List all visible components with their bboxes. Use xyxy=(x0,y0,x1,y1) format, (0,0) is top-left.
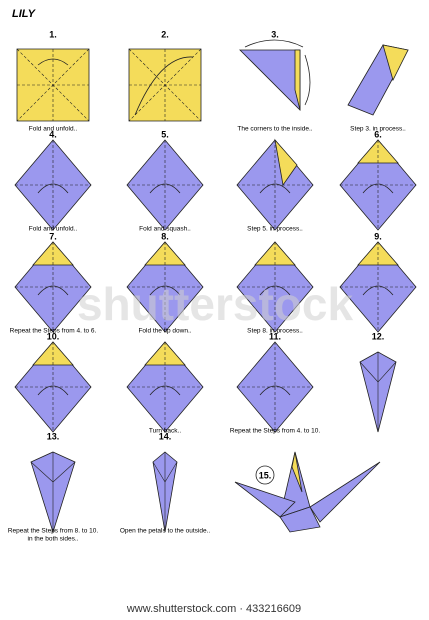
title: LILY xyxy=(12,8,37,20)
step: Step 3. in process.. xyxy=(347,44,409,133)
step-number: 8. xyxy=(161,231,169,241)
step-caption: Open the petals to the outside.. xyxy=(120,528,211,535)
arrow xyxy=(37,285,69,296)
step-caption: Repeat the Steps from 4. to 10. xyxy=(230,428,321,435)
step: 3. The corners to the inside.. xyxy=(237,29,312,132)
arrow xyxy=(362,285,394,296)
arrow xyxy=(304,54,311,106)
arrow xyxy=(259,385,291,396)
fold-line xyxy=(52,461,76,483)
step-caption: The corners to the inside.. xyxy=(237,126,312,133)
arrow xyxy=(149,183,181,194)
step-number: 7. xyxy=(49,231,57,241)
step-caption: Repeat the Steps from 8. to 10. xyxy=(8,528,99,535)
step: 9. xyxy=(339,231,417,333)
step-number: 10. xyxy=(47,331,60,341)
step-caption: Step 3. in process.. xyxy=(350,126,406,133)
fold-line xyxy=(164,461,178,483)
step-caption: Step 8. in process.. xyxy=(247,328,303,335)
step-caption: Repeat the Steps from 4. to 6. xyxy=(10,328,97,335)
step: 2. xyxy=(128,29,202,122)
step: Step 8. in process.. xyxy=(236,241,314,335)
step: 5. Fold and squash.. xyxy=(126,129,204,233)
paper xyxy=(309,461,381,523)
arrow xyxy=(37,58,69,66)
fold-line xyxy=(359,361,379,383)
step-number: 11. xyxy=(269,331,281,341)
step: 4.Fold and unfold.. xyxy=(14,129,92,233)
step: 14. Open the petals to the outside.. xyxy=(120,431,211,534)
fold-line xyxy=(30,461,54,483)
paper xyxy=(279,506,321,533)
step-number: 3. xyxy=(271,29,279,39)
arrow xyxy=(149,385,181,396)
arrow xyxy=(259,183,291,194)
paper xyxy=(291,451,303,493)
step-number: 12. xyxy=(372,331,385,341)
paper xyxy=(239,49,301,111)
arrow xyxy=(37,385,69,396)
step: Turn back.. xyxy=(126,341,204,435)
step-number: 13. xyxy=(47,431,60,441)
step-caption: Step 5. in process.. xyxy=(247,226,303,233)
step-number: 15. xyxy=(259,470,272,480)
paper xyxy=(382,44,409,82)
watermark: shutterstock xyxy=(77,278,353,330)
step: 13. Repeat the Steps from 8. to 10.in the… xyxy=(8,431,99,542)
step-number: 6. xyxy=(374,129,382,139)
step-number: 1. xyxy=(49,29,57,39)
step: 10. xyxy=(14,331,92,433)
step-caption: Fold the tip down.. xyxy=(138,328,191,335)
step: 11. Repeat the Steps from 4. to 10. xyxy=(230,331,321,434)
fold-line xyxy=(152,461,166,483)
arrow xyxy=(134,56,194,116)
step-number: 5. xyxy=(161,129,169,139)
step-number: 9. xyxy=(374,231,382,241)
footer: www.shutterstock.com · 433216609 xyxy=(126,603,301,615)
arrow xyxy=(259,285,291,296)
step: 15. xyxy=(234,451,381,533)
step-caption: Fold and unfold.. xyxy=(29,226,78,233)
step: Step 5. in process.. xyxy=(236,138,314,233)
fold-line xyxy=(377,361,397,383)
step: 1. Fold and unfold.. xyxy=(16,29,90,133)
paper xyxy=(294,49,301,111)
paper xyxy=(234,481,296,518)
paper xyxy=(274,138,298,187)
arrow xyxy=(244,39,304,48)
step-caption: Fold and squash.. xyxy=(139,226,191,233)
step: 8. Fold the tip down.. xyxy=(126,231,204,335)
step-number: 4. xyxy=(49,129,57,139)
step: 6. xyxy=(339,129,417,231)
step-badge xyxy=(255,465,275,485)
step-number: 14. xyxy=(159,431,172,441)
arrow xyxy=(362,183,394,194)
arrow xyxy=(37,183,69,194)
step: 7. Repeat the Steps from 4. to 6. xyxy=(10,231,97,334)
arrow xyxy=(149,285,181,296)
step-number: 2. xyxy=(161,29,169,39)
step: 12. xyxy=(359,331,397,433)
step-caption: Turn back.. xyxy=(149,428,181,435)
step-caption: Fold and unfold.. xyxy=(29,126,78,133)
step-caption: in the both sides.. xyxy=(28,536,79,543)
